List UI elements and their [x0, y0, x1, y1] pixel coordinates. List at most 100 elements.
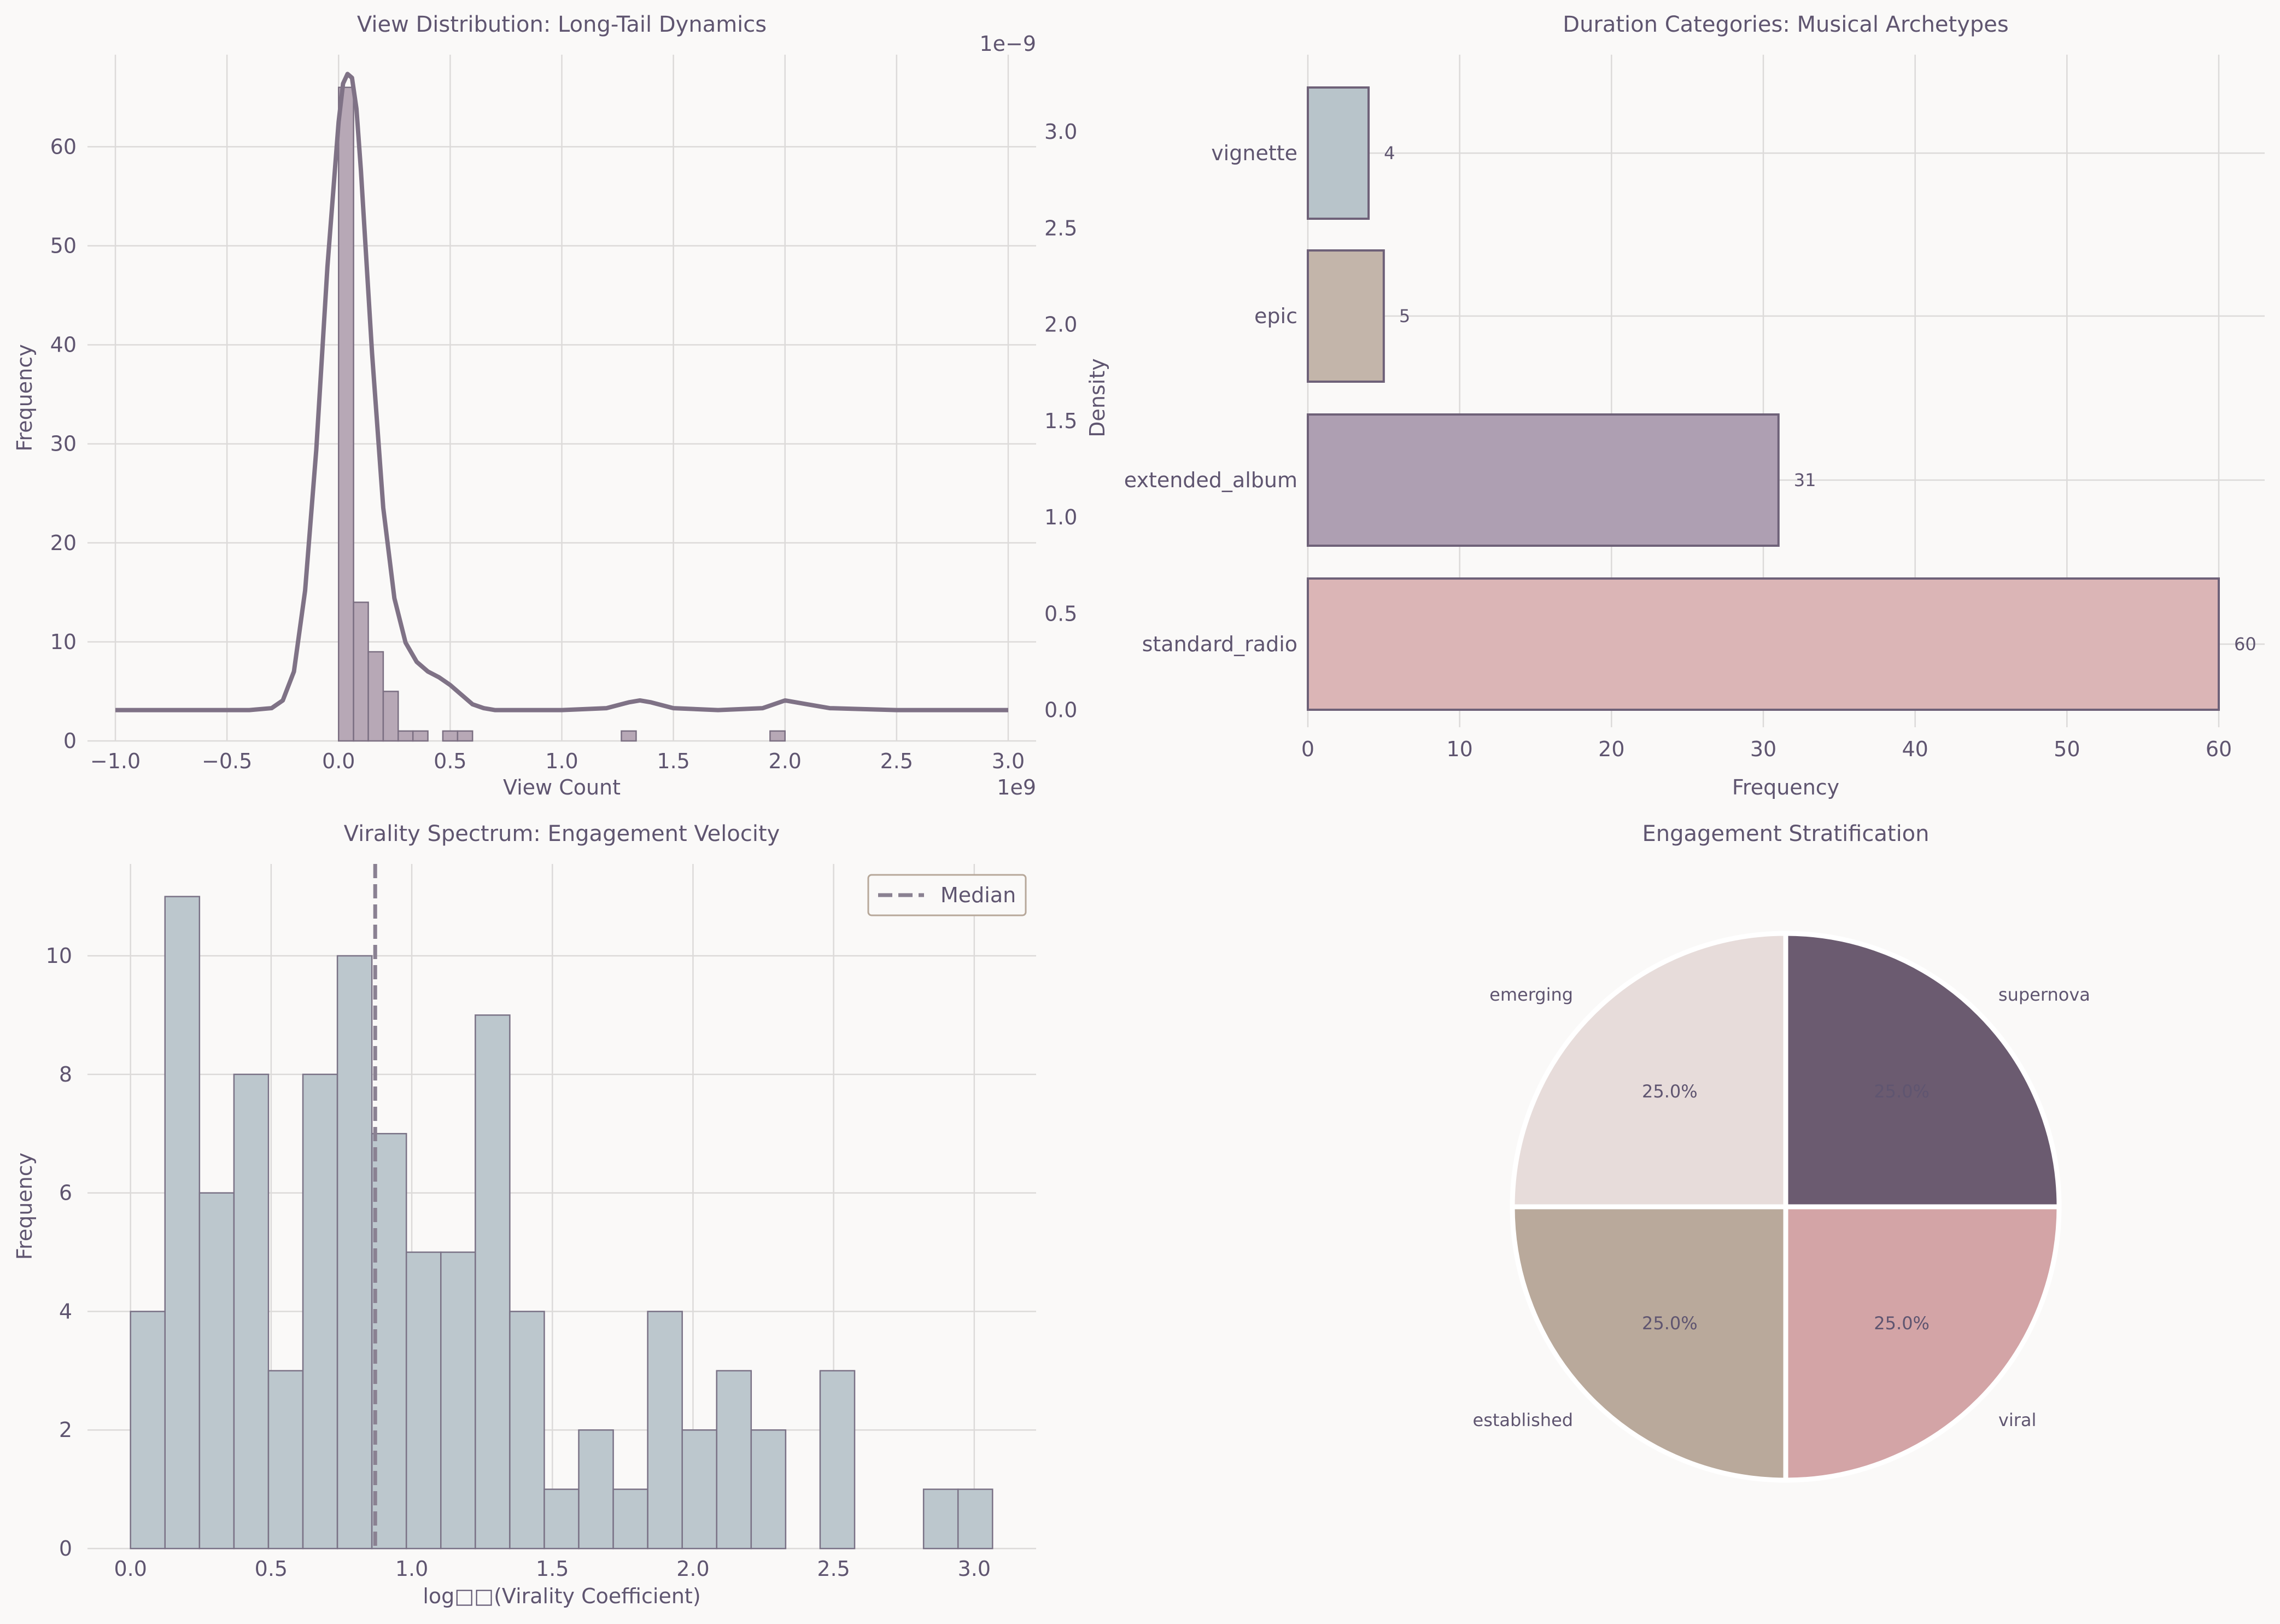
category-label: standard_radio: [1142, 632, 1297, 656]
chart-engagement-pie: supernova 25.0% viral 25.0% established 25.0%…: [1473, 821, 2090, 1483]
pie-slice: [1510, 1204, 1788, 1483]
y-axis-label: Frequency: [13, 1153, 37, 1260]
pie-slice: [1783, 1204, 2062, 1483]
y2-offset-label: 1e−9: [979, 32, 1036, 56]
y-tick-label: 60: [50, 135, 77, 159]
histogram-bar: [543, 1488, 580, 1550]
pie-slice: [1510, 931, 1788, 1210]
pie-label: established: [1473, 1410, 1574, 1430]
histogram-bar: [412, 730, 429, 742]
chart-title: Virality Spectrum: Engagement Velocity: [344, 821, 780, 846]
histogram-bar: [233, 1073, 270, 1550]
x-tick-label: 1.5: [536, 1557, 569, 1581]
y-tick-label: 2: [59, 1418, 72, 1442]
chart-virality-spectrum: 0.0 0.5 1.0 1.5 2.0 2.5 3.0 0 2 4 6 8 10 Median Virali…: [13, 821, 1036, 1608]
bar-value-label: 4: [1384, 143, 1395, 163]
x-tick-label: 0: [1301, 737, 1314, 761]
histogram-bar: [336, 955, 373, 1550]
pie-pct-label: 25.0%: [1874, 1081, 1930, 1102]
histogram-bar: [302, 1073, 338, 1550]
x-tick-label: 0.5: [434, 749, 466, 773]
histogram-bar: [621, 730, 637, 742]
histogram-bar: [382, 691, 399, 742]
x-tick-label: 40: [1902, 737, 1928, 761]
y2-tick-label: 1.0: [1044, 505, 1077, 529]
x-tick-label: 3.0: [958, 1557, 991, 1581]
histogram-bar: [353, 601, 369, 742]
pie-slice: [1783, 931, 2062, 1210]
histogram-bar: [681, 1429, 718, 1550]
pie-pct-label: 25.0%: [1642, 1081, 1698, 1102]
x-tick-label: 3.0: [992, 749, 1025, 773]
x-tick-label: 2.0: [769, 749, 802, 773]
histogram-bar: [338, 86, 354, 742]
y-tick-label: 20: [50, 531, 77, 555]
histogram-bar: [164, 896, 201, 1550]
y2-tick-label: 0.5: [1044, 601, 1077, 626]
x-axis-label: View Count: [503, 775, 621, 799]
histogram-bar: [475, 1014, 511, 1550]
pie-label: emerging: [1489, 984, 1573, 1005]
x-tick-label: 60: [2206, 737, 2232, 761]
histogram-bar: [367, 651, 384, 742]
y2-tick-label: 1.5: [1044, 409, 1077, 433]
histogram-bar: [612, 1488, 648, 1550]
pie-label: viral: [1998, 1410, 2036, 1430]
chart-title: View Distribution: Long-Tail Dynamics: [357, 12, 767, 37]
y-tick-label: 40: [50, 333, 77, 357]
chart-duration-categories: 0 10 20 30 40 50 60 vignette 4 epic 5 extended_albu…: [1124, 12, 2265, 799]
bar: [1307, 86, 1370, 220]
x-tick-label: 2.5: [880, 749, 913, 773]
bar-value-label: 60: [2234, 634, 2256, 655]
y2-tick-label: 3.0: [1044, 120, 1077, 144]
legend-box: [867, 874, 1027, 916]
pie-pct-label: 25.0%: [1642, 1313, 1698, 1334]
bar: [1307, 577, 2220, 711]
x-tick-label: 1.0: [395, 1557, 428, 1581]
y-tick-label: 30: [50, 432, 77, 456]
histogram-bar: [397, 730, 414, 742]
chart-title: Engagement Stratification: [1642, 821, 1930, 846]
histogram-bar: [716, 1370, 752, 1550]
x-tick-label: 0.0: [114, 1557, 147, 1581]
x-tick-label: 1.5: [657, 749, 689, 773]
bar: [1307, 413, 1780, 547]
chart-view-distribution: −1.0 −0.5 0.0 0.5 1.0 1.5 2.0 2.5 3.0 0 10 20 30 40 50…: [13, 12, 1109, 799]
y-axis-label: Frequency: [13, 344, 37, 451]
histogram-bar: [267, 1370, 304, 1550]
histogram-bar: [578, 1429, 614, 1550]
y-tick-label: 50: [50, 234, 77, 258]
x-offset-label: 1e9: [997, 775, 1036, 799]
histogram-bar: [957, 1488, 993, 1550]
histogram-bar: [509, 1311, 545, 1550]
histogram-bar: [440, 1251, 476, 1550]
histogram-bar: [769, 730, 786, 742]
y-tick-label: 6: [59, 1181, 72, 1205]
category-label: vignette: [1211, 141, 1297, 165]
legend-median-label: Median: [940, 883, 1016, 907]
x-tick-label: 2.5: [817, 1557, 850, 1581]
category-label: extended_album: [1124, 468, 1297, 492]
pie-label: supernova: [1998, 984, 2090, 1005]
bar: [1307, 249, 1385, 383]
histogram-bar: [750, 1429, 787, 1550]
y-tick-label: 0: [59, 1537, 72, 1561]
histogram-bar: [405, 1251, 442, 1550]
x-axis-label: log□□(Virality Coefficient): [423, 1584, 700, 1608]
chart-title: Duration Categories: Musical Archetypes: [1563, 12, 2008, 37]
histogram-bar: [442, 730, 459, 742]
bar-value-label: 31: [1794, 470, 1816, 490]
bar-value-label: 5: [1399, 306, 1410, 326]
y-tick-label: 0: [63, 729, 77, 753]
y-tick-label: 4: [59, 1299, 72, 1323]
x-tick-label: 20: [1598, 737, 1624, 761]
histogram-bar: [647, 1311, 683, 1550]
y2-axis-label: Density: [1085, 358, 1109, 437]
histogram-bar: [457, 730, 473, 742]
histogram-bar: [130, 1311, 166, 1550]
x-tick-label: 0.5: [255, 1557, 288, 1581]
x-axis-label: Frequency: [1732, 775, 1839, 799]
x-tick-label: −1.0: [90, 749, 141, 773]
y-tick-label: 10: [46, 944, 72, 968]
